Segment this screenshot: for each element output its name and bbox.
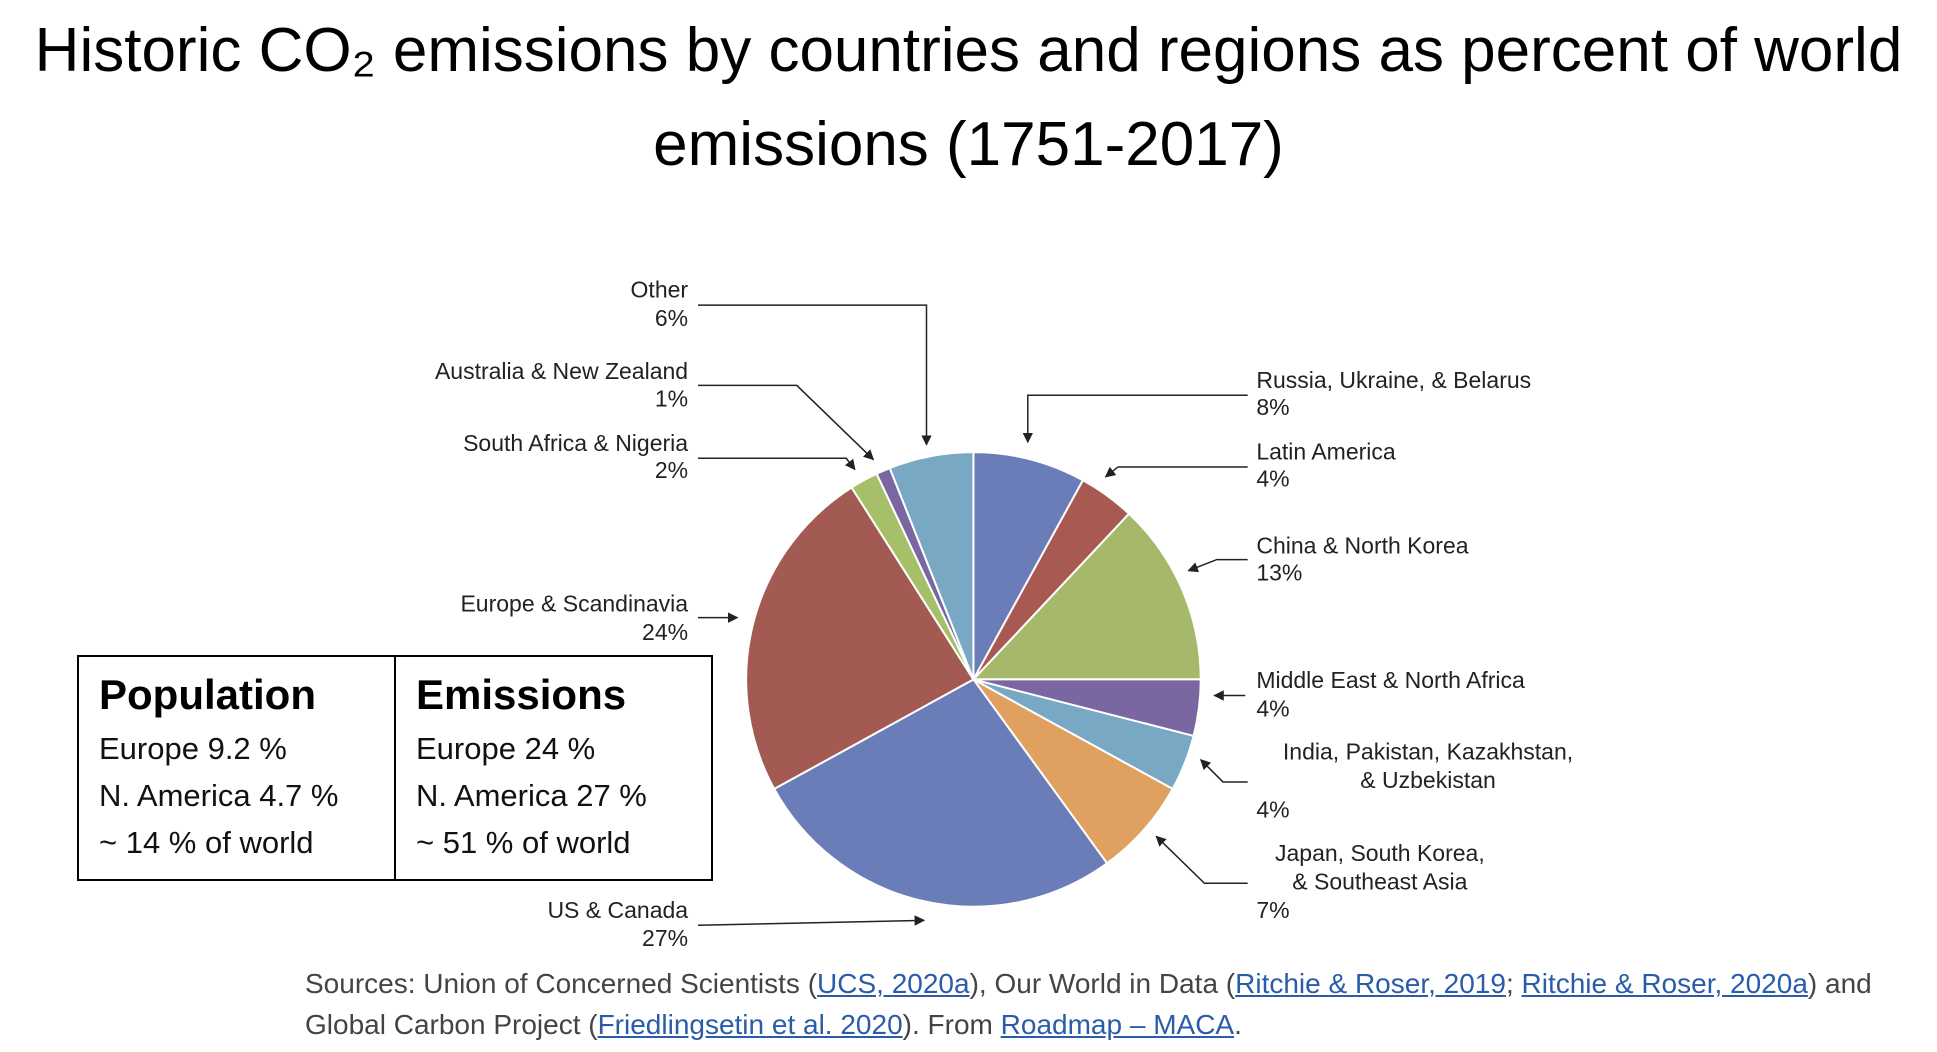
chart-title: Historic CO₂ emissions by countries and … (34, 16, 1903, 179)
slice-label: Australia & New Zealand (435, 358, 688, 384)
value-label: 4% (1256, 695, 1289, 721)
table-row: ~ 14 % of world (99, 825, 314, 860)
leader-line (1104, 466, 1248, 478)
source-text: ; (1505, 968, 1522, 999)
value-label: 13% (1256, 560, 1302, 586)
slice-label: China & North Korea (1256, 532, 1468, 558)
value-label: 4% (1256, 797, 1289, 823)
leader-line (697, 457, 856, 471)
pie-slice (972, 451, 1085, 680)
slice-label: Latin America (1256, 438, 1396, 464)
source-link[interactable]: Ritchie & Roser, 2019 (1235, 968, 1506, 999)
value-label: 7% (1256, 897, 1289, 923)
source-link[interactable]: UCS, 2020a (817, 968, 970, 999)
pie-slice (772, 678, 1109, 908)
table-row: Europe 24 % (416, 731, 596, 766)
source-link[interactable]: Ritchie & Roser, 2020a (1521, 968, 1808, 999)
value-label: 27% (642, 925, 688, 951)
pie-slice (888, 451, 975, 680)
value-label: 24% (642, 619, 688, 645)
slice-label: Japan, South Korea, & Southeast Asia (1275, 840, 1485, 894)
pie-slice (971, 512, 1202, 681)
value-label: 6% (655, 305, 688, 331)
label-line: India, Pakistan, Kazakhstan, (1283, 739, 1573, 765)
leader-line (1022, 394, 1248, 444)
table-row: ~ 51 % of world (416, 825, 631, 860)
slice-label: India, Pakistan, Kazakhstan, & Uzbekistan (1283, 739, 1573, 793)
leader-line (1155, 835, 1248, 885)
value-label: 1% (655, 385, 688, 411)
label-line: & Uzbekistan (1360, 767, 1496, 793)
label-line: & Southeast Asia (1292, 868, 1467, 894)
slice-label: US & Canada (547, 897, 688, 923)
slice-label: South Africa & Nigeria (463, 430, 688, 456)
value-label: 4% (1256, 466, 1289, 492)
table-row: N. America 4.7 % (99, 778, 339, 813)
table-row: N. America 27 % (416, 778, 647, 813)
source-text: Sources: Union of Concerned Scientists ( (305, 968, 818, 999)
source-text: ). From (902, 1009, 1001, 1040)
slice-label: Middle East & North Africa (1256, 667, 1525, 693)
leader-line (697, 915, 926, 927)
column-header: Population (99, 671, 316, 718)
pie-slice (745, 486, 975, 791)
leader-line (697, 384, 875, 461)
source-text: ), Our World in Data ( (969, 968, 1236, 999)
comparison-table: Population Europe 9.2 % N. America 4.7 % ~ … (77, 655, 713, 881)
leader-line (697, 304, 932, 446)
table-column: Population Europe 9.2 % N. America 4.7 % ~ … (79, 657, 394, 879)
source-text: ) and Global Carbon Project ( (305, 968, 1872, 1040)
sources: Sources: Union of Concerned Scientists (… (305, 963, 1885, 1045)
source-text: . (1234, 1009, 1242, 1040)
value-label: 2% (655, 457, 688, 483)
source-link[interactable]: Friedlingsetin et al. 2020 (597, 1009, 903, 1040)
label-line: Japan, South Korea, (1275, 840, 1485, 866)
leader-line (1187, 558, 1248, 573)
slice-label: Other (631, 277, 689, 303)
slice-label: Europe & Scandinavia (460, 590, 688, 616)
value-label: 8% (1256, 394, 1289, 420)
table-column: Emissions Europe 24 % N. America 27 % ~ 51 … (394, 657, 711, 879)
table-row: Europe 9.2 % (99, 731, 287, 766)
slice-label: Russia, Ukraine, & Belarus (1256, 367, 1531, 393)
column-header: Emissions (416, 671, 627, 718)
leader-line (1199, 758, 1248, 783)
source-link[interactable]: Roadmap – MACA (1000, 1009, 1235, 1040)
